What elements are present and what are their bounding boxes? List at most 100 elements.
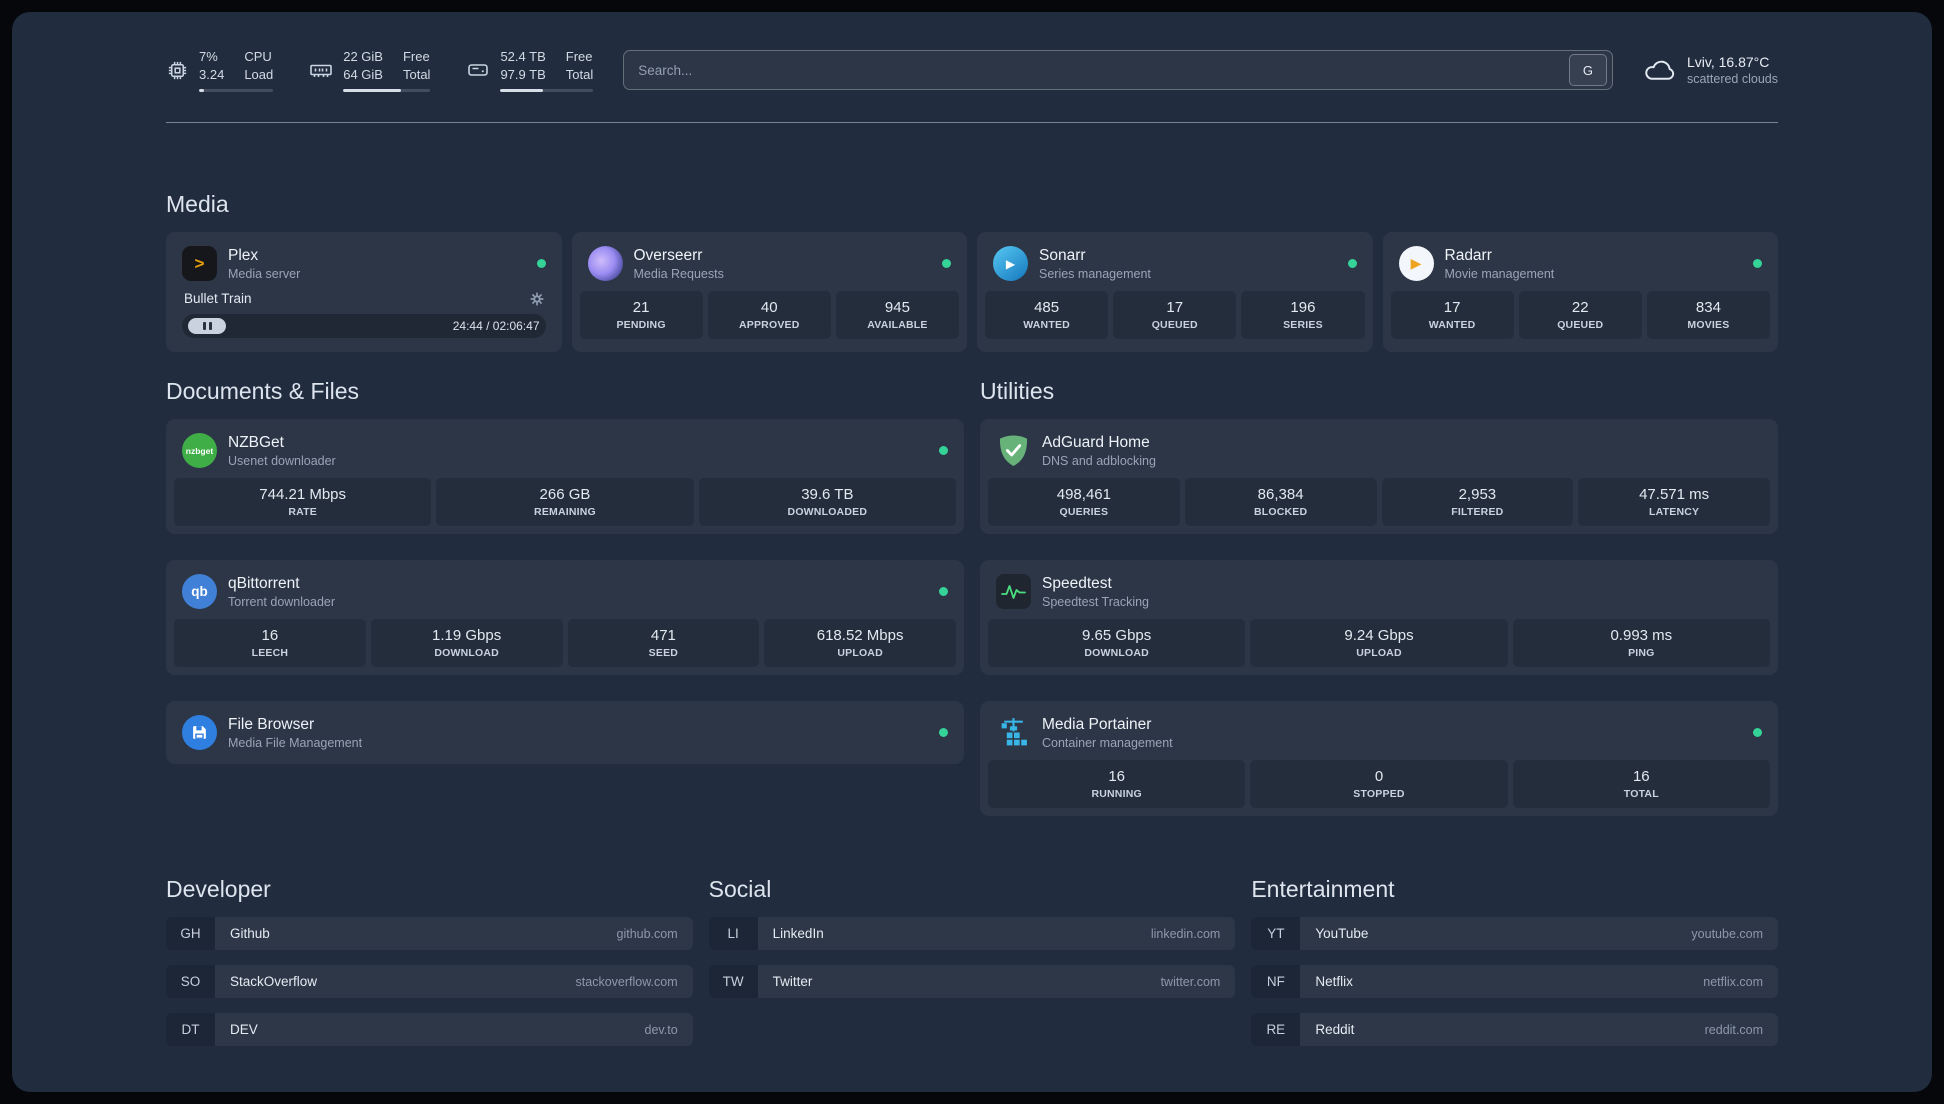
speedtest-icon: [996, 574, 1031, 610]
service-card-qbittorrent[interactable]: qb qBittorrent Torrent downloader 16 LEEC…: [166, 560, 964, 676]
status-dot: [942, 259, 951, 269]
service-desc: Movie management: [1444, 267, 1555, 282]
stat-tile: 266 GB REMAINING: [436, 478, 694, 527]
bookmark-name: YouTube: [1315, 926, 1369, 942]
section-title-developer: Developer: [166, 876, 271, 903]
service-name: Sonarr: [1039, 246, 1086, 264]
cpu-widget: 7% 3.24 CPU Load: [166, 48, 274, 93]
service-name: AdGuard Home: [1042, 433, 1150, 451]
bookmark-name: LinkedIn: [772, 926, 824, 942]
disk-total-label: Total: [565, 67, 594, 83]
stat-tile: 9.65 Gbps DOWNLOAD: [988, 619, 1246, 668]
service-name: Speedtest: [1042, 574, 1112, 592]
bookmark-name: Twitter: [772, 974, 813, 990]
section-title-media: Media: [166, 191, 229, 218]
stat-tile: 39.6 TB DOWNLOADED: [698, 478, 956, 527]
bookmark-row-github[interactable]: GH Github github.com: [166, 917, 693, 951]
service-card-speedtest[interactable]: Speedtest Speedtest Tracking 9.65 Gbps DO…: [980, 560, 1778, 676]
stat-tile: 485 WANTED: [985, 291, 1109, 340]
bookmark-group-entertainment: Entertainment YT YouTube youtube.com NF N…: [1251, 876, 1778, 1047]
service-card-radarr[interactable]: ▶ Radarr Movie management 17 WANTED 22 QUE…: [1382, 232, 1778, 353]
service-name: qBittorrent: [228, 574, 300, 592]
stat-tile: 0 STOPPED: [1250, 760, 1508, 809]
header-divider: [166, 122, 1778, 124]
bookmark-abbr: TW: [708, 965, 758, 999]
bookmark-url: stackoverflow.com: [575, 974, 678, 989]
stat-tile: 744.21 Mbps RATE: [174, 478, 432, 527]
stat-tile: 196 SERIES: [1241, 291, 1365, 340]
bookmark-abbr: LI: [708, 917, 758, 951]
bookmark-url: linkedin.com: [1150, 926, 1221, 941]
disk-free-value: 52.4 TB: [500, 49, 546, 64]
memory-free-label: Free: [402, 49, 430, 64]
service-name: Overseerr: [633, 246, 703, 264]
service-card-filebrowser[interactable]: File Browser Media File Management: [166, 701, 964, 765]
section-documents: Documents & Files nzbget NZBGet Usenet d…: [166, 378, 964, 765]
overseerr-icon: [587, 246, 623, 282]
stat-tile: 16 RUNNING: [988, 760, 1246, 809]
service-card-portainer[interactable]: Media Portainer Container management 16 R…: [980, 701, 1778, 817]
service-desc: DNS and adblocking: [1042, 454, 1156, 469]
service-card-sonarr[interactable]: ▶ Sonarr Series management 485 WANTED 17 Q…: [977, 232, 1373, 353]
sonarr-icon: ▶: [993, 246, 1028, 282]
service-desc: Container management: [1042, 736, 1173, 751]
service-desc: Torrent downloader: [228, 595, 336, 610]
bookmark-abbr: YT: [1251, 917, 1301, 951]
search-bar: G: [623, 50, 1613, 91]
gear-icon[interactable]: [530, 292, 544, 306]
stat-tile: 16 LEECH: [174, 619, 366, 668]
service-card-nzbget[interactable]: nzbget NZBGet Usenet downloader 744.21 M…: [166, 419, 964, 535]
section-title-documents: Documents & Files: [166, 378, 360, 405]
stat-tile: 47.571 ms LATENCY: [1578, 478, 1770, 527]
status-dot: [939, 446, 948, 456]
stat-tile: 0.993 ms PING: [1512, 619, 1770, 668]
cpu-usage-bar: [199, 89, 274, 93]
stat-tile: 40 APPROVED: [707, 291, 831, 340]
stat-tile: 17 QUEUED: [1113, 291, 1237, 340]
bookmark-name: DEV: [230, 1022, 258, 1038]
bookmark-row-netflix[interactable]: NF Netflix netflix.com: [1251, 965, 1778, 999]
service-desc: Media Requests: [633, 267, 724, 282]
bookmark-row-linkedin[interactable]: LI LinkedIn linkedin.com: [708, 917, 1236, 951]
bookmark-url: netflix.com: [1703, 974, 1763, 989]
service-name: NZBGet: [228, 433, 284, 451]
filebrowser-icon: [182, 715, 217, 751]
weather-widget: Lviv, 16.87°C scattered clouds: [1643, 53, 1778, 87]
search-provider-button[interactable]: G: [1568, 54, 1607, 87]
stat-tile: 9.24 Gbps UPLOAD: [1250, 619, 1508, 668]
pause-button[interactable]: [188, 318, 226, 335]
bookmark-abbr: GH: [166, 917, 215, 951]
section-utilities: Utilities AdGuard Home DNS and adblockin…: [980, 378, 1778, 817]
service-desc: Usenet downloader: [228, 454, 336, 469]
bookmark-url: youtube.com: [1691, 926, 1763, 941]
disk-icon: [466, 58, 490, 82]
status-dot: [1347, 259, 1357, 269]
playback-time: 24:44 / 02:06:47: [452, 319, 540, 334]
stat-tile: 1.19 Gbps DOWNLOAD: [370, 619, 563, 668]
service-card-plex[interactable]: > Plex Media server Bullet Train: [166, 232, 562, 353]
bookmark-name: Netflix: [1315, 974, 1353, 990]
bookmark-name: Reddit: [1315, 1022, 1355, 1038]
status-dot: [939, 587, 948, 597]
playback-progress-bar[interactable]: 24:44 / 02:06:47: [182, 314, 546, 339]
service-card-adguard[interactable]: AdGuard Home DNS and adblocking 498,461 Q…: [980, 419, 1778, 535]
cpu-icon: [166, 59, 189, 82]
cpu-usage-value: 7%: [199, 49, 218, 64]
disk-total-value: 97.9 TB: [500, 67, 546, 83]
service-card-overseerr[interactable]: Overseerr Media Requests 21 PENDING 40 APP…: [571, 232, 967, 353]
memory-total-label: Total: [402, 67, 431, 83]
bookmark-abbr: DT: [166, 1013, 215, 1047]
bookmark-row-twitter[interactable]: TW Twitter twitter.com: [708, 965, 1236, 999]
stat-tile: 2,953 FILTERED: [1381, 478, 1574, 527]
bookmark-row-youtube[interactable]: YT YouTube youtube.com: [1251, 917, 1778, 951]
top-bar: 7% 3.24 CPU Load: [166, 48, 1778, 93]
memory-total-value: 64 GiB: [343, 67, 383, 83]
bookmark-row-stackoverflow[interactable]: SO StackOverflow stackoverflow.com: [166, 965, 693, 999]
bookmark-row-reddit[interactable]: RE Reddit reddit.com: [1251, 1013, 1778, 1047]
service-desc: Speedtest Tracking: [1042, 595, 1150, 610]
bookmark-row-dev[interactable]: DT DEV dev.to: [166, 1013, 693, 1047]
search-input[interactable]: [624, 51, 1569, 90]
service-name: Plex: [228, 246, 259, 264]
stat-tile: 498,461 QUERIES: [988, 478, 1180, 527]
service-desc: Media server: [228, 267, 301, 282]
